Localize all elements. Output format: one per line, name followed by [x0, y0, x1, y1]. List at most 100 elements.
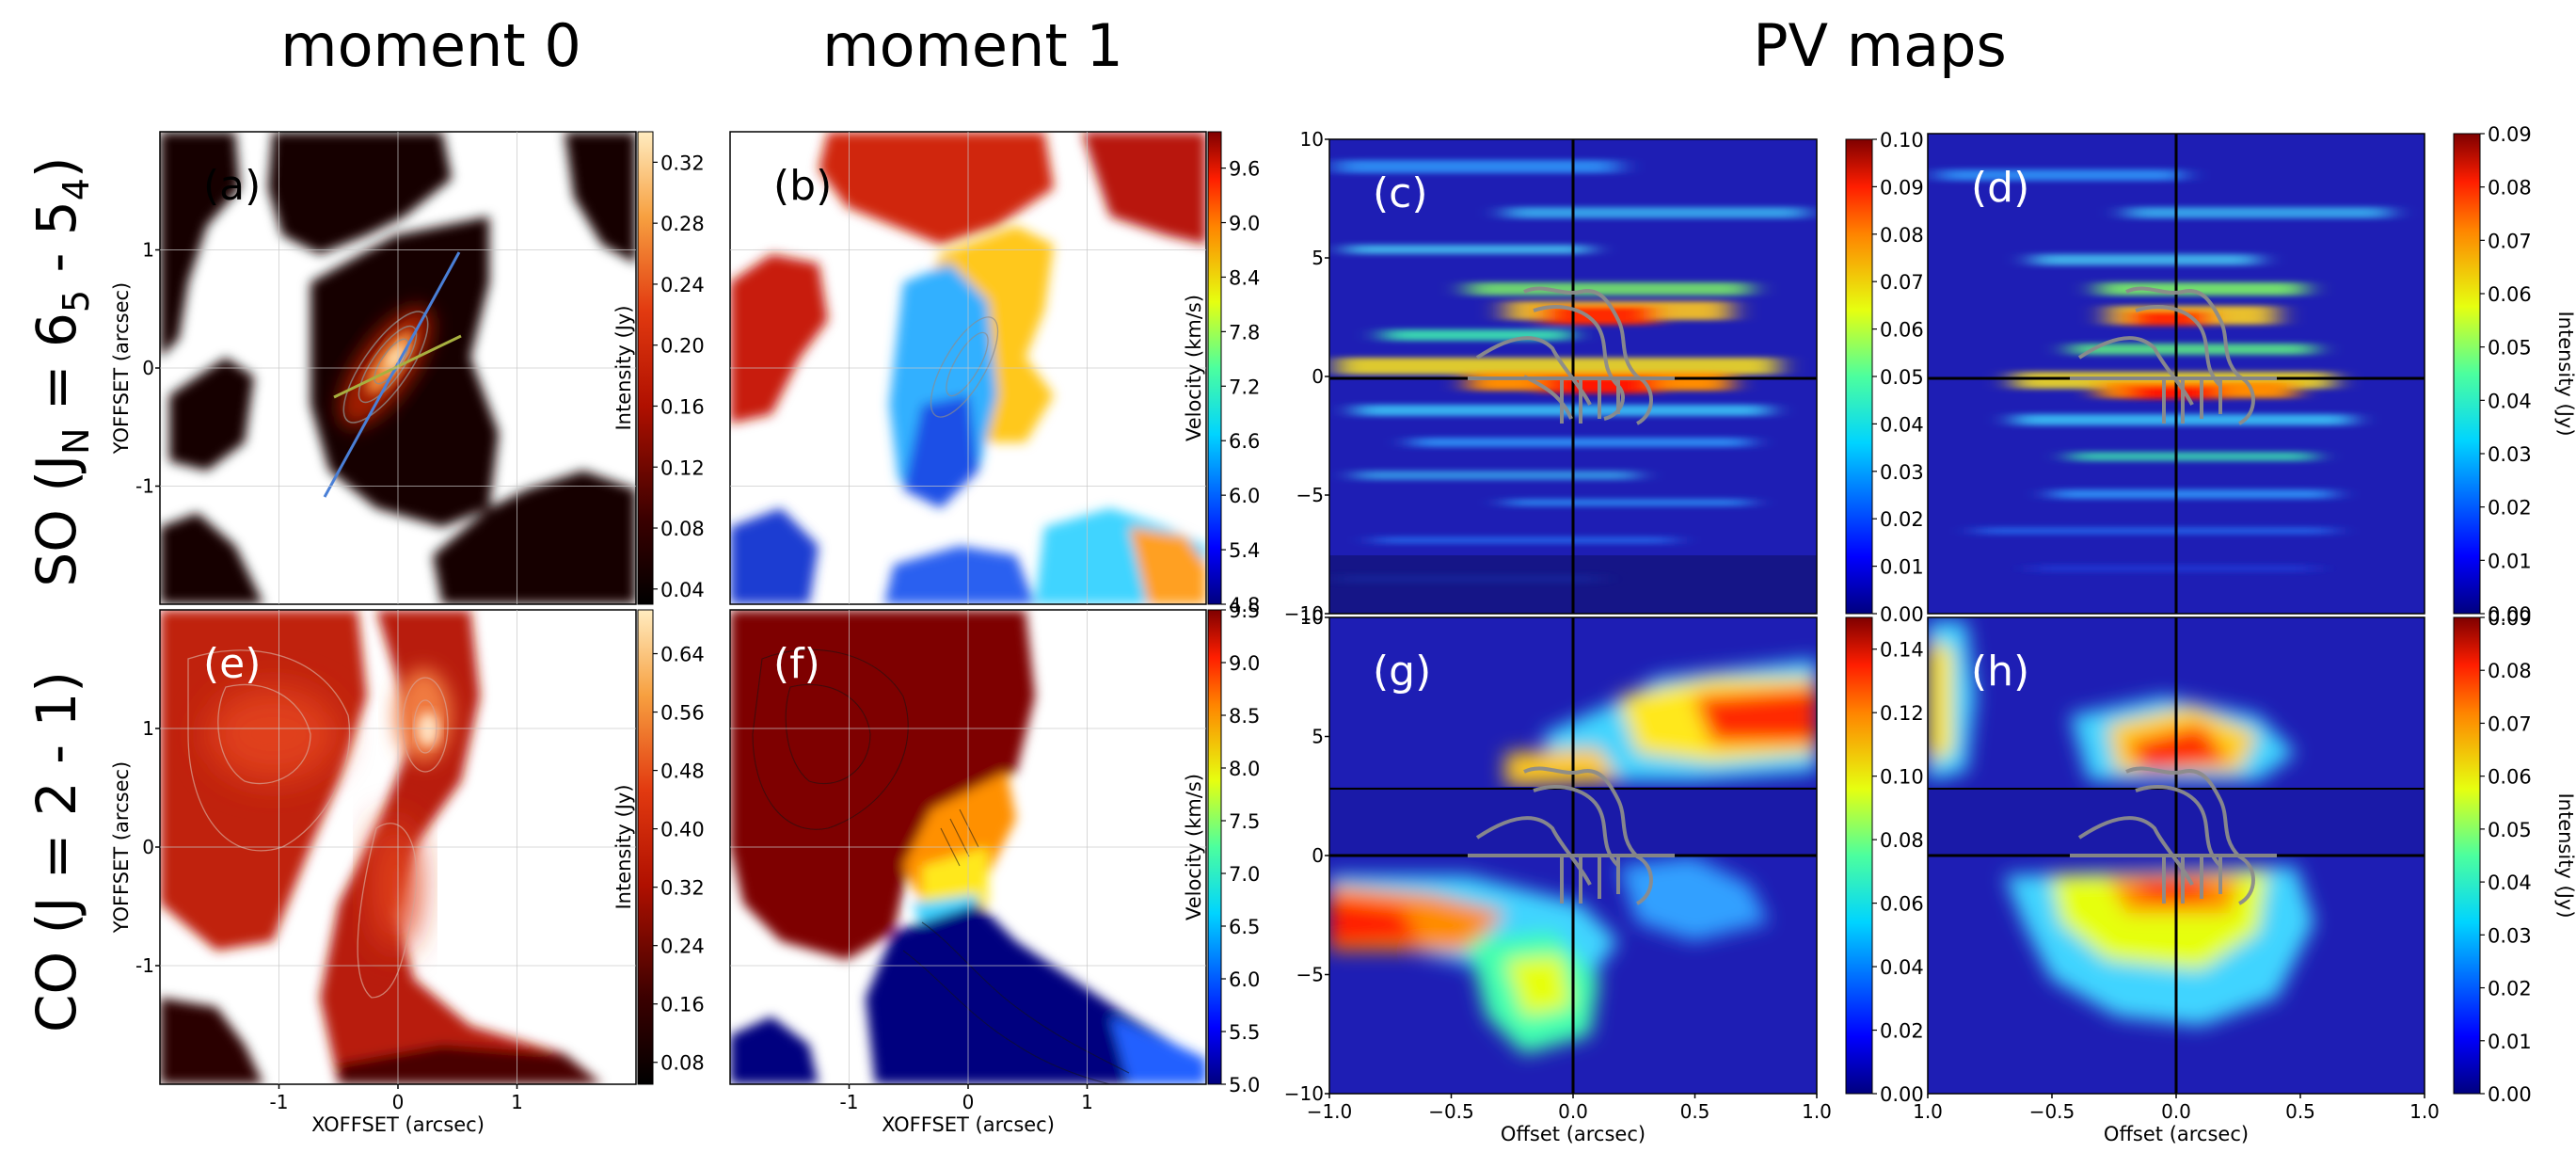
ytick-label-e: -1 — [135, 954, 154, 977]
colorbar-e — [637, 609, 654, 1085]
xtick-label-h: 1.0 — [1913, 1100, 1943, 1123]
colorbar-tick-label-f: 5.5 — [1229, 1021, 1260, 1044]
ytick-label-g: −10 — [1284, 1082, 1324, 1105]
colorbar-tick-label-d: 0.01 — [2488, 550, 2532, 572]
colorbar-tick-label-c: 0.06 — [1880, 319, 1924, 342]
row-title-so: SO (JN = 65 - 54) — [24, 156, 97, 586]
colorbar-tick-label-g: 0.02 — [1880, 1020, 1924, 1043]
xtick-label-h: 0.0 — [2161, 1100, 2191, 1123]
ytick-label-c: 5 — [1312, 247, 1324, 269]
colorbar-tick-label-d: 0.06 — [2488, 283, 2532, 306]
xaxis-label-e: XOFFSET (arcsec) — [311, 1113, 485, 1136]
colorbar-tick-label-e: 0.48 — [660, 760, 705, 783]
colorbar-tick-label-a: 0.16 — [660, 395, 705, 418]
colorbar-tick-label-a: 0.08 — [660, 518, 705, 540]
panel-c — [1328, 138, 1818, 615]
colorbar-tick-label-e: 0.08 — [660, 1052, 705, 1075]
colorbar-tick-label-g: 0.04 — [1880, 956, 1924, 979]
colorbar-tick-label-a: 0.12 — [660, 456, 705, 479]
colorbar-tick-label-h: 0.04 — [2488, 872, 2532, 894]
colorbar-tick-label-g: 0.14 — [1880, 639, 1924, 662]
yaxis-label-e: YOFFSET (arcsec) — [110, 761, 133, 934]
xtick-label-f: 1 — [1081, 1091, 1093, 1113]
colorbar-tick-label-b: 7.8 — [1229, 321, 1260, 344]
colorbar-d — [2453, 133, 2481, 615]
colorbar-tick-label-e: 0.16 — [660, 994, 705, 1016]
row-title-co: CO (J = 2 - 1) — [24, 671, 88, 1032]
colorbar-tick-label-h: 0.07 — [2488, 712, 2532, 735]
colorbar-tick-label-h: 0.09 — [2488, 607, 2532, 630]
colorbar-tick-label-b: 5.4 — [1229, 539, 1260, 562]
ytick-label-c: −5 — [1296, 484, 1324, 506]
colorbar-tick-label-c: 0.04 — [1880, 413, 1924, 436]
colorbar-f — [1207, 609, 1222, 1085]
colorbar-tick-label-a: 0.24 — [660, 274, 705, 296]
colorbar-label-b: Velocity (km/s) — [1183, 295, 1205, 441]
panel-d — [1927, 133, 2425, 615]
ytick-label-c: 10 — [1300, 128, 1324, 151]
ytick-label-g: 10 — [1300, 606, 1324, 629]
ytick-label-g: −5 — [1296, 964, 1324, 986]
colorbar-h — [2453, 616, 2481, 1095]
xaxis-label-g: Offset (arcsec) — [1501, 1123, 1646, 1145]
ytick-label-g: 0 — [1312, 844, 1324, 867]
colorbar-tick-label-b: 6.0 — [1229, 485, 1260, 507]
xtick-label-h: 1.0 — [2409, 1100, 2440, 1123]
colorbar-tick-label-d: 0.04 — [2488, 390, 2532, 412]
colorbar-tick-label-c: 0.02 — [1880, 508, 1924, 531]
colorbar-tick-label-e: 0.24 — [660, 936, 705, 958]
colorbar-tick-label-f: 6.5 — [1229, 916, 1260, 938]
panel-letter-f: (f) — [773, 640, 820, 688]
colorbar-tick-label-b: 6.6 — [1229, 430, 1260, 453]
panel-h — [1927, 616, 2425, 1095]
colorbar-tick-label-b: 9.6 — [1229, 158, 1260, 181]
colorbar-tick-label-g: 0.12 — [1880, 702, 1924, 725]
colorbar-tick-label-c: 0.05 — [1880, 366, 1924, 389]
colorbar-tick-label-d: 0.02 — [2488, 497, 2532, 520]
colorbar-tick-label-h: 0.06 — [2488, 766, 2532, 789]
ytick-label-c: 0 — [1312, 365, 1324, 388]
colorbar-tick-label-b: 9.0 — [1229, 213, 1260, 235]
colorbar-tick-label-e: 0.32 — [660, 877, 705, 900]
colorbar-tick-label-c: 0.07 — [1880, 271, 1924, 294]
colorbar-tick-label-e: 0.56 — [660, 702, 705, 725]
colorbar-tick-label-f: 9.0 — [1229, 652, 1260, 675]
colorbar-tick-label-a: 0.20 — [660, 335, 705, 358]
panel-g — [1328, 616, 1818, 1095]
xtick-label-g: −1.0 — [1307, 1100, 1353, 1123]
colorbar-tick-label-a: 0.32 — [660, 152, 705, 174]
xtick-label-e: 0 — [392, 1091, 405, 1113]
ytick-label-a: 1 — [142, 239, 154, 262]
xtick-label-e: 1 — [511, 1091, 523, 1113]
colorbar-tick-label-g: 0.00 — [1880, 1083, 1924, 1106]
colorbar-tick-label-h: 0.02 — [2488, 978, 2532, 1000]
colorbar-tick-label-f: 9.5 — [1229, 600, 1260, 622]
ytick-label-e: 0 — [142, 836, 154, 858]
colorbar-tick-label-c: 0.00 — [1880, 603, 1924, 626]
panel-letter-h: (h) — [1971, 648, 2029, 696]
colorbar-tick-label-h: 0.00 — [2488, 1083, 2532, 1106]
colorbar-tick-label-b: 7.2 — [1229, 376, 1260, 398]
colorbar-tick-label-d: 0.05 — [2488, 337, 2532, 360]
colorbar-tick-label-g: 0.06 — [1880, 893, 1924, 916]
panel-letter-e: (e) — [203, 640, 261, 688]
column-title-pv-maps: PV maps — [1753, 11, 2007, 80]
colorbar-g — [1845, 616, 1873, 1095]
colorbar-tick-label-d: 0.03 — [2488, 443, 2532, 466]
colorbar-tick-label-d: 0.09 — [2488, 123, 2532, 146]
colorbar-tick-label-f: 8.0 — [1229, 758, 1260, 780]
colorbar-label-d: Intensity (Jy) — [2554, 311, 2576, 436]
colorbar-tick-label-c: 0.09 — [1880, 176, 1924, 199]
panel-letter-d: (d) — [1971, 164, 2029, 212]
xtick-label-f: 0 — [962, 1091, 975, 1113]
panel-letter-a: (a) — [203, 162, 261, 210]
colorbar-tick-label-f: 5.0 — [1229, 1074, 1260, 1096]
xtick-label-h: −0.5 — [2029, 1100, 2075, 1123]
colorbar-c — [1845, 138, 1873, 615]
xaxis-label-h: Offset (arcsec) — [2104, 1123, 2249, 1145]
colorbar-tick-label-h: 0.01 — [2488, 1031, 2532, 1053]
colorbar-tick-label-f: 8.5 — [1229, 705, 1260, 728]
panel-letter-b: (b) — [773, 162, 832, 210]
yaxis-label-a: YOFFSET (arcsec) — [110, 282, 133, 455]
